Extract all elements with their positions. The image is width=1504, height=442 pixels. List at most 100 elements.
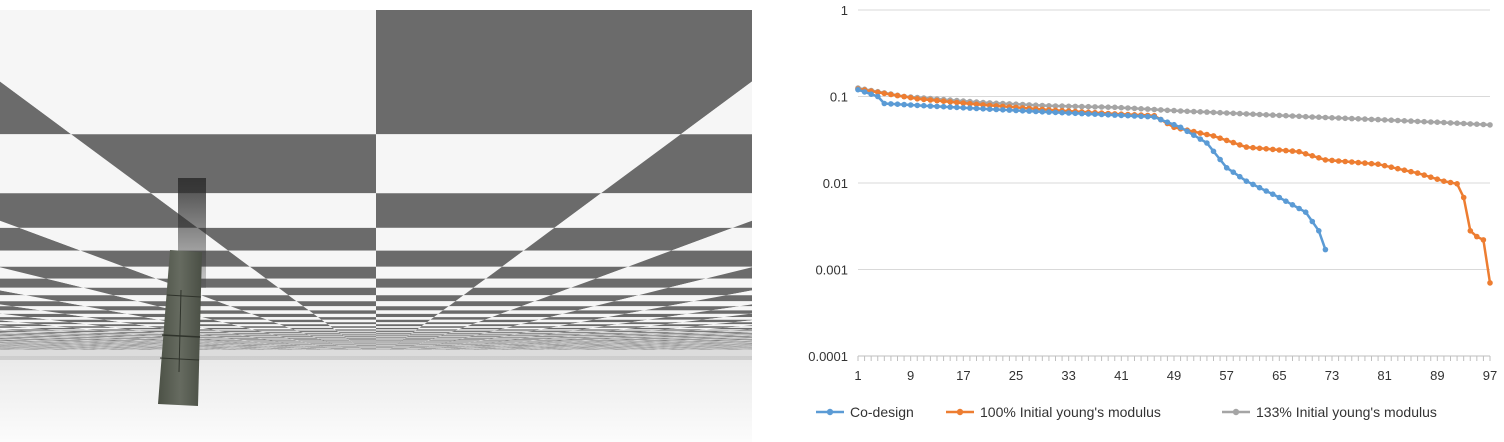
checker-tile bbox=[88, 342, 120, 343]
data-point bbox=[927, 97, 934, 103]
data-point bbox=[967, 100, 973, 107]
checker-tile bbox=[249, 341, 278, 342]
legend: Co-design 100% Initial young's modulus 133… bbox=[816, 404, 1437, 420]
checker-tile bbox=[67, 337, 108, 338]
checker-tile bbox=[221, 337, 257, 338]
checker-tile bbox=[408, 335, 443, 337]
data-point bbox=[1362, 160, 1368, 166]
checker-tile bbox=[567, 341, 599, 343]
checker-tile bbox=[708, 334, 752, 336]
checker-tile bbox=[257, 330, 301, 333]
checker-tile bbox=[533, 329, 583, 331]
checker-tile bbox=[376, 341, 401, 343]
data-point bbox=[1059, 109, 1065, 116]
checker-tile bbox=[702, 342, 736, 343]
data-point bbox=[1447, 179, 1454, 186]
checker-tile bbox=[0, 301, 86, 307]
checker-tile bbox=[598, 341, 630, 342]
checker-tile bbox=[376, 332, 414, 334]
checker-tile bbox=[203, 341, 233, 343]
data-point bbox=[1480, 121, 1487, 128]
checker-tile bbox=[197, 337, 232, 339]
data-point bbox=[1322, 246, 1329, 253]
checker-tile bbox=[0, 295, 59, 302]
checker-tile bbox=[577, 306, 667, 311]
data-point bbox=[901, 101, 907, 108]
checker-tile bbox=[677, 330, 731, 333]
checker-tile bbox=[61, 330, 113, 333]
data-point bbox=[875, 89, 881, 96]
checker-tile bbox=[489, 342, 516, 344]
checker-tile bbox=[637, 340, 673, 341]
checker-tile bbox=[122, 341, 154, 342]
beam bbox=[158, 250, 202, 406]
checker-tile bbox=[506, 326, 559, 328]
data-point bbox=[1013, 107, 1019, 114]
checker-tile bbox=[236, 339, 268, 340]
checker-tile bbox=[279, 336, 315, 338]
y-tick-label: 1 bbox=[841, 3, 848, 18]
checker-tile bbox=[5, 337, 49, 338]
checker-tile bbox=[376, 319, 431, 323]
checker-tile bbox=[286, 337, 319, 339]
checker-tile bbox=[504, 335, 543, 337]
checker-tile bbox=[321, 319, 376, 323]
data-point bbox=[1329, 157, 1335, 164]
data-point bbox=[1204, 131, 1210, 138]
legend-marker bbox=[826, 408, 834, 416]
data-point bbox=[1217, 109, 1223, 116]
data-point bbox=[1046, 103, 1052, 109]
checker-tile bbox=[622, 341, 656, 342]
checker-tile bbox=[28, 317, 105, 320]
checker-tile bbox=[580, 319, 648, 323]
checker-tile bbox=[231, 333, 273, 335]
checker-tile bbox=[35, 340, 72, 342]
data-point bbox=[1322, 114, 1329, 121]
checker-tile bbox=[656, 342, 688, 343]
checker-tile bbox=[675, 334, 723, 336]
data-point bbox=[1026, 108, 1032, 114]
data-point bbox=[1283, 112, 1289, 119]
checker-tile bbox=[607, 313, 687, 318]
series-lines bbox=[855, 85, 1493, 286]
checker-tile bbox=[406, 336, 441, 338]
data-point bbox=[1164, 119, 1171, 125]
checker-tile bbox=[746, 336, 752, 338]
checker-tile bbox=[543, 338, 578, 340]
data-point bbox=[1434, 119, 1441, 125]
checker-tile bbox=[376, 310, 443, 314]
checker-tile bbox=[543, 341, 574, 343]
checker-tile bbox=[218, 330, 264, 333]
checker-tile bbox=[457, 339, 488, 340]
checker-tile bbox=[410, 333, 449, 335]
checker-tile bbox=[644, 337, 685, 338]
checker-tile bbox=[424, 322, 479, 325]
checker-tile bbox=[477, 340, 507, 342]
checker-tile bbox=[554, 337, 593, 338]
checker-tile bbox=[399, 342, 424, 343]
checker-tile bbox=[98, 337, 138, 338]
checker-tile bbox=[624, 310, 712, 314]
data-point bbox=[1138, 106, 1144, 112]
y-tick-label: 0.1 bbox=[830, 90, 848, 105]
checker-tile bbox=[102, 326, 160, 328]
checker-tile bbox=[655, 340, 691, 342]
checker-tile bbox=[29, 334, 77, 336]
checker-tile bbox=[694, 342, 726, 344]
data-point bbox=[1434, 176, 1441, 182]
data-point bbox=[1256, 184, 1263, 191]
checker-tile bbox=[713, 322, 752, 325]
x-axis bbox=[857, 355, 1491, 361]
checker-tile bbox=[276, 335, 312, 337]
data-point bbox=[1237, 173, 1243, 180]
checker-tile bbox=[647, 341, 681, 342]
checker-tile bbox=[466, 342, 493, 344]
checker-tile bbox=[209, 335, 248, 337]
checker-tile bbox=[462, 337, 496, 339]
checker-tile bbox=[494, 329, 542, 331]
data-point bbox=[1184, 108, 1190, 115]
checker-tile bbox=[592, 326, 650, 328]
checker-tile bbox=[451, 330, 495, 333]
checker-tile bbox=[455, 295, 551, 302]
data-point bbox=[1474, 233, 1480, 240]
